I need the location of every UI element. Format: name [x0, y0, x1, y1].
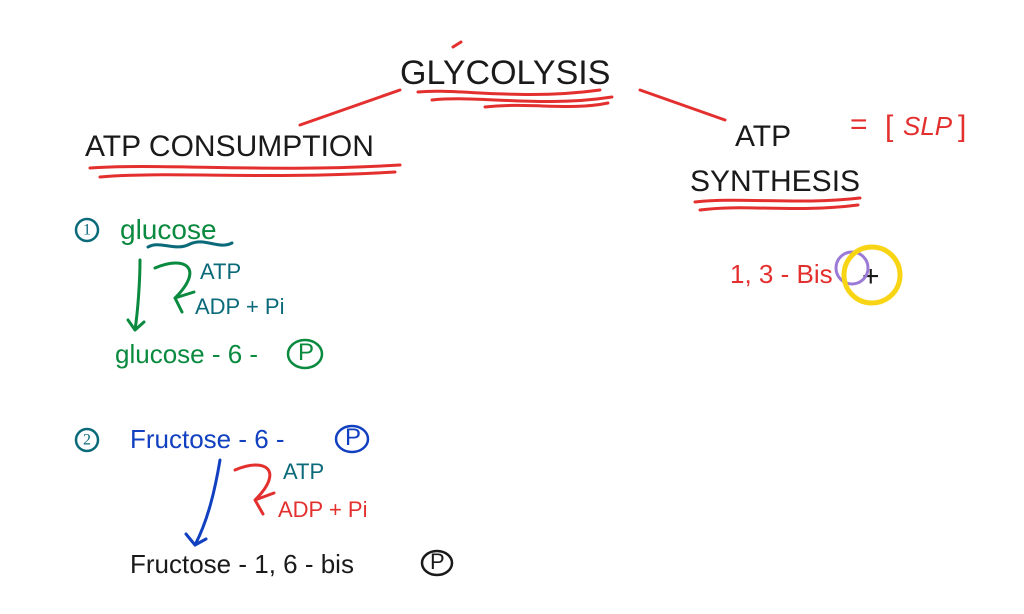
slp-bracket-close: ]: [958, 110, 966, 143]
diagram-stage: GLYCOLYSIS ATP CONSUMPTION ATP SYNTHESIS…: [0, 0, 1024, 614]
step1-atp: ATP: [200, 260, 241, 284]
step1-adp: ADP + Pi: [195, 295, 284, 319]
right-plus-icon: +: [862, 260, 880, 293]
step1-glucose6p-P: P: [298, 340, 314, 366]
slp-bracket-open: [: [885, 110, 893, 143]
step2-fructose16-P: P: [430, 550, 445, 574]
right-13bis: 1, 3 - Bis: [730, 260, 833, 289]
heading-atp-consumption: ATP CONSUMPTION: [85, 130, 374, 163]
svg-text:2: 2: [83, 432, 91, 449]
step2-adp: ADP + Pi: [278, 498, 367, 522]
step2-fructose6p: Fructose - 6 -: [130, 425, 285, 454]
step1-glucose6p: glucose - 6 -: [115, 340, 258, 369]
title-glycolysis: GLYCOLYSIS: [400, 55, 610, 92]
heading-atp: ATP: [735, 120, 791, 153]
step2-fructose6p-P: P: [345, 425, 361, 451]
slp-equals: =: [850, 108, 868, 141]
svg-text:1: 1: [83, 222, 91, 239]
heading-synthesis: SYNTHESIS: [690, 165, 860, 198]
slp-text: SLP: [903, 112, 952, 141]
step1-glucose: glucose: [120, 215, 217, 246]
step2-atp: ATP: [283, 460, 324, 484]
step2-fructose16: Fructose - 1, 6 - bis: [130, 550, 354, 579]
